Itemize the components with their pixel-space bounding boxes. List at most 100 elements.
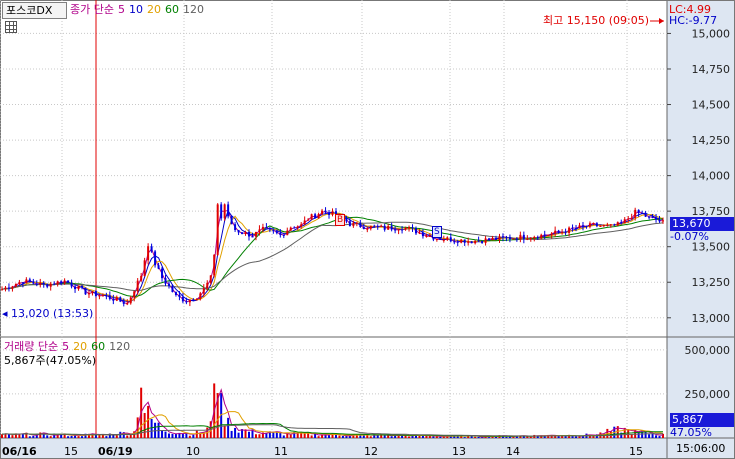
- candle-body: [275, 231, 278, 234]
- candle-body: [498, 236, 501, 240]
- candle-body: [14, 283, 17, 287]
- volume-bar: [408, 436, 411, 438]
- volume-bar: [112, 435, 115, 438]
- volume-bar: [655, 435, 658, 438]
- volume-bar: [564, 435, 567, 438]
- candle-body: [547, 234, 550, 236]
- volume-bar: [481, 437, 484, 438]
- volume-bar: [74, 434, 77, 438]
- candle-body: [634, 209, 637, 218]
- volume-bar: [495, 436, 498, 438]
- ma-20-label: 20: [146, 3, 161, 16]
- candle-body: [234, 224, 237, 230]
- volume-bar: [529, 436, 532, 438]
- candle-body: [435, 238, 438, 240]
- candle-body: [644, 213, 647, 217]
- candle-body: [101, 295, 104, 297]
- time-tick-label: 15: [629, 445, 643, 458]
- volume-bar: [512, 436, 515, 438]
- volume-bar: [4, 433, 7, 438]
- candle-body: [442, 239, 445, 241]
- candle-body: [7, 287, 10, 289]
- volume-bar: [46, 435, 49, 438]
- volume-bar: [442, 436, 445, 438]
- volume-bar: [161, 430, 164, 438]
- volume-bar: [122, 432, 125, 438]
- volume-bar: [550, 435, 553, 438]
- candle-body: [495, 237, 498, 240]
- candle-body: [324, 210, 327, 213]
- candle-body: [387, 226, 390, 230]
- candle-body: [87, 293, 90, 295]
- candle-body: [21, 282, 24, 284]
- volume-bar: [91, 433, 94, 438]
- candle-body: [481, 240, 484, 243]
- candle-body: [383, 225, 386, 230]
- volume-bar: [505, 436, 508, 438]
- buy-marker[interactable]: B: [335, 214, 345, 226]
- volume-bar: [230, 430, 233, 438]
- volume-bar: [18, 433, 21, 438]
- candle-body: [307, 219, 310, 221]
- volume-bar: [164, 431, 167, 438]
- volume-bar: [338, 435, 341, 438]
- volume-bar: [143, 413, 146, 438]
- candle-body: [373, 225, 376, 227]
- volume-bar: [463, 437, 466, 438]
- candle-body: [241, 232, 244, 234]
- candle-body: [293, 227, 296, 229]
- grid-icon[interactable]: [5, 21, 17, 33]
- volume-bar: [11, 435, 14, 438]
- candle-body: [505, 237, 508, 239]
- candle-body: [133, 291, 136, 298]
- symbol-label[interactable]: 포스코DX: [2, 2, 67, 19]
- volume-bar: [373, 434, 376, 438]
- volume-bar: [87, 433, 90, 438]
- sell-marker[interactable]: S: [432, 226, 442, 238]
- volume-bar: [14, 433, 17, 438]
- low-annotation-text: 13,020 (13:53): [11, 307, 94, 320]
- price-tick-label: 13,000: [692, 312, 731, 325]
- candle-body: [258, 229, 261, 232]
- volume-bar: [331, 433, 334, 438]
- candle-body: [18, 282, 21, 284]
- candle-body: [28, 279, 31, 282]
- candle-body: [439, 238, 442, 240]
- candle-body: [220, 204, 223, 219]
- volume-bar: [174, 434, 177, 438]
- candle-body: [230, 216, 233, 225]
- candle-body: [67, 280, 70, 283]
- candle-body: [348, 221, 351, 227]
- volume-bar: [268, 431, 271, 438]
- volume-bar: [185, 432, 188, 438]
- volume-bar: [662, 433, 664, 438]
- volume-bar: [324, 434, 327, 438]
- candle-body: [268, 228, 271, 230]
- volume-bar: [658, 436, 661, 438]
- volume-bar: [477, 436, 480, 438]
- volume-bar: [446, 436, 449, 438]
- volume-bar: [167, 433, 170, 438]
- volume-bar: [515, 435, 518, 438]
- candle-body: [369, 225, 372, 229]
- time-tick-label: 06/16: [2, 445, 37, 458]
- candle-body: [470, 241, 473, 244]
- candle-body: [317, 214, 320, 219]
- volume-bar: [192, 434, 195, 438]
- candle-body: [53, 283, 56, 285]
- candle-body: [167, 283, 170, 286]
- candle-body: [662, 220, 664, 222]
- candle-body: [129, 297, 132, 304]
- volume-bar: [286, 432, 289, 438]
- volume-bar: [300, 431, 303, 438]
- price-ma-label: 종가 단순: [70, 3, 114, 16]
- volume-bar: [366, 434, 369, 438]
- volume-bar: [369, 436, 372, 438]
- candle-body: [206, 282, 209, 289]
- candle-body: [314, 214, 317, 219]
- candle-body: [488, 238, 491, 240]
- candle-body: [411, 227, 414, 229]
- ma-120-label: 120: [182, 3, 204, 16]
- candle-body: [623, 219, 626, 224]
